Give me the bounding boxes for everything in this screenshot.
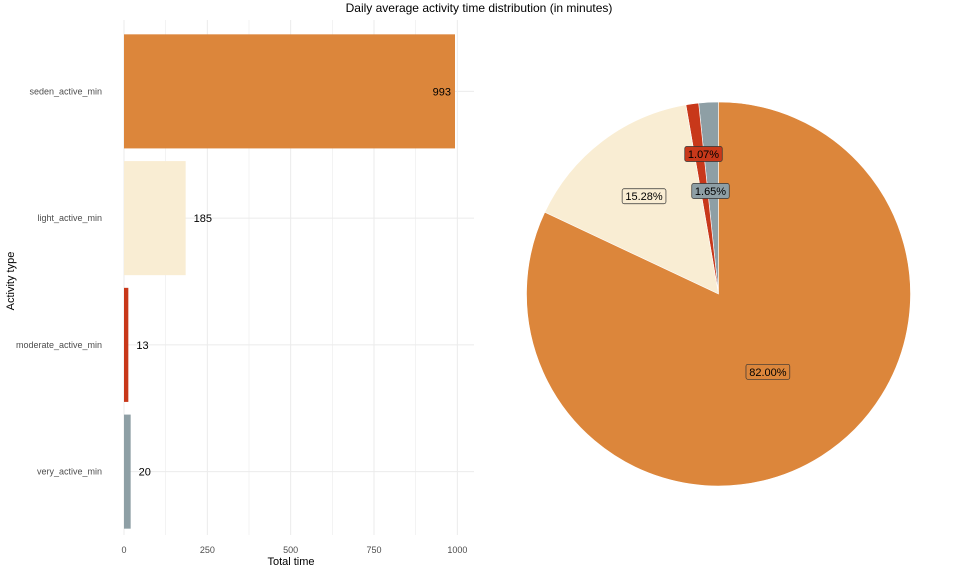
pie-label-text: 82.00% [749,367,787,379]
bar-data-label: 185 [194,213,212,225]
bar-moderate_active_min [124,287,129,402]
chart-title: Daily average activity time distribution… [346,1,613,15]
pie-label-moderate: 1.07% [684,146,723,162]
bar-x-ticks: 0 250 500 750 1000 [121,545,467,555]
bar-x-tick-label: 1000 [447,545,467,555]
bar-y-tick-label: very_active_min [37,467,102,477]
pie-label-text: 15.28% [625,191,663,203]
bar-data-label: 13 [136,340,148,352]
pie-label-box [684,146,723,162]
pie-label-seden: 82.00% [745,363,791,380]
pie-chart-panel: 1.65% 1.07% 15.28% 82.00% [526,101,911,487]
bar-chart-panel: 993 185 13 20 seden_active_min light_active_… [5,20,474,568]
bar-x-tick-label: 250 [200,545,215,555]
bar-y-tick-label: moderate_active_min [16,340,102,350]
pie-label-box [621,188,667,205]
bar-x-tick-label: 0 [121,545,126,555]
bar-light_active_min [124,161,186,276]
bar-x-tick-label: 500 [283,545,298,555]
pie-slice-labels: 1.65% 1.07% 15.28% 82.00% [621,146,791,380]
pie-slice-seden [526,101,911,487]
bar-y-ticks: seden_active_min light_active_min moderate… [16,86,102,476]
bar-seden_active_min [124,34,455,149]
pie-label-text: 1.07% [688,149,719,161]
pie-label-text: 1.65% [695,186,726,198]
bar-very_active_min [124,414,131,529]
bar-y-tick-label: seden_active_min [29,86,102,96]
bar-series [124,34,455,529]
bar-y-axis-title: Activity type [5,252,17,311]
pie-label-box [745,363,791,380]
bar-data-label: 993 [433,86,451,98]
bar-x-tick-label: 750 [366,545,381,555]
bar-data-labels: 993 185 13 20 [136,86,451,478]
bar-y-tick-label: light_active_min [37,213,102,223]
pie-label-light: 15.28% [621,188,667,205]
bar-data-label: 20 [139,467,151,479]
bar-x-axis-title: Total time [267,556,314,568]
pie-label-very: 1.65% [691,183,730,199]
pie-label-box [691,183,730,199]
